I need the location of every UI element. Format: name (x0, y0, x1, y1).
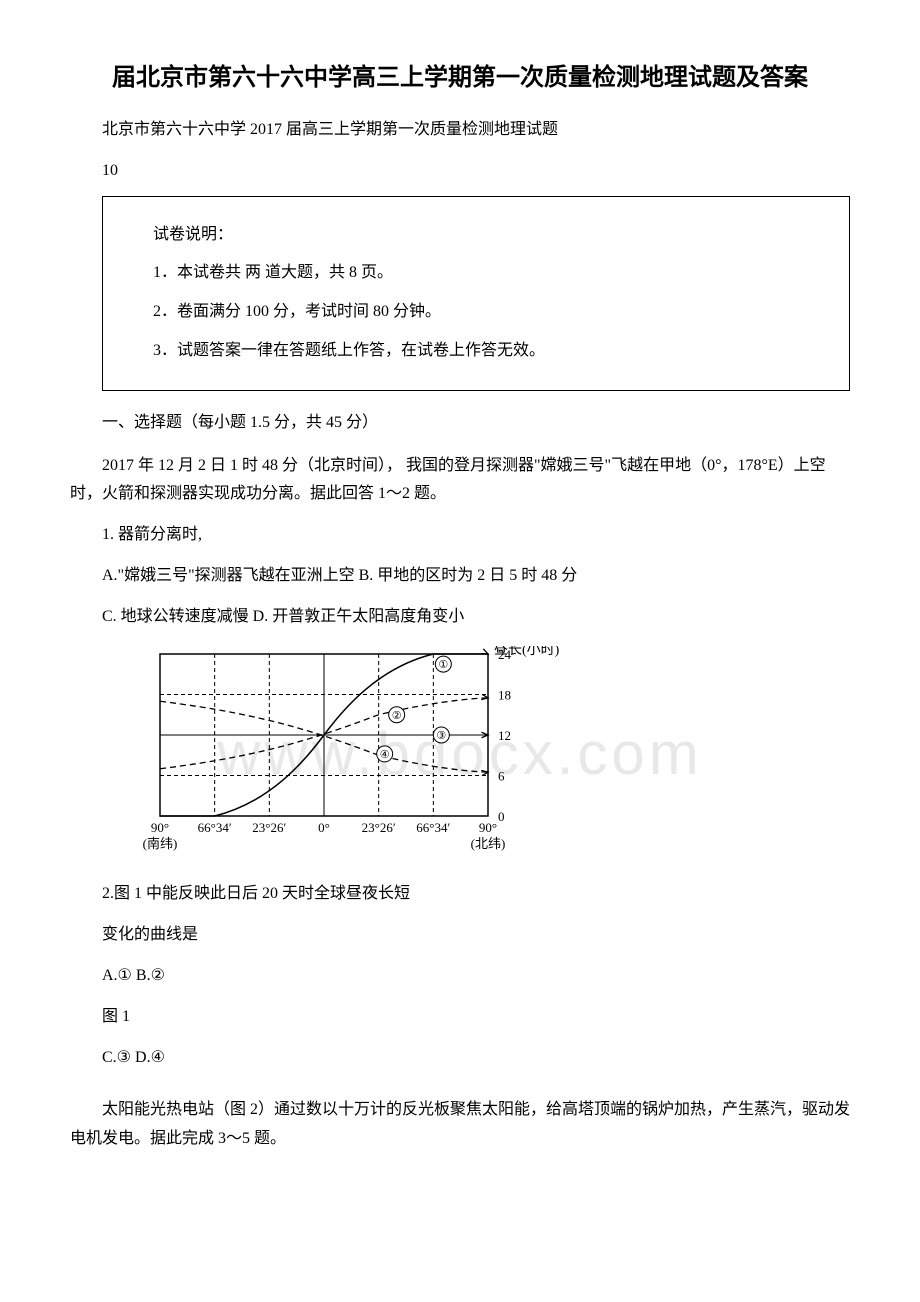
svg-text:①: ① (438, 659, 448, 671)
svg-text:24: 24 (498, 647, 512, 662)
info-line: 3．试题答案一律在答题纸上作答，在试卷上作答无效。 (121, 337, 831, 366)
question-options: C. 地球公转速度减慢 D. 开普敦正午太阳高度角变小 (70, 603, 850, 632)
svg-text:(北纬): (北纬) (471, 836, 506, 851)
svg-text:66°34′: 66°34′ (198, 820, 232, 835)
question-stem: 1. 器箭分离时, (70, 521, 850, 550)
svg-text:0°: 0° (318, 820, 330, 835)
svg-text:23°26′: 23°26′ (362, 820, 396, 835)
question-options: A."嫦娥三号"探测器飞越在亚洲上空 B. 甲地的区时为 2 日 5 时 48 … (70, 562, 850, 591)
svg-text:③: ③ (436, 730, 446, 742)
question-intro: 2017 年 12 月 2 日 1 时 48 分（北京时间）， 我国的登月探测器… (70, 452, 850, 510)
question-intro: 太阳能光热电站（图 2）通过数以十万计的反光板聚焦太阳能，给高塔顶端的锅炉加热，… (70, 1096, 850, 1154)
info-line: 1．本试卷共 两 道大题，共 8 页。 (121, 259, 831, 288)
svg-text:12: 12 (498, 728, 511, 743)
svg-text:④: ④ (380, 748, 390, 760)
figure-1-chart: ①②③④昼长(小时)0612182490°66°34′23°26′0°23°26… (130, 646, 850, 867)
number-line: 10 (70, 157, 850, 186)
figure-label: 图 1 (70, 1003, 850, 1032)
subtitle: 北京市第六十六中学 2017 届高三上学期第一次质量检测地理试题 (70, 116, 850, 145)
question-stem: 变化的曲线是 (70, 921, 850, 950)
svg-text:66°34′: 66°34′ (416, 820, 450, 835)
day-length-chart-svg: ①②③④昼长(小时)0612182490°66°34′23°26′0°23°26… (130, 646, 560, 856)
info-line: 试卷说明： (121, 221, 831, 250)
svg-text:18: 18 (498, 687, 511, 702)
svg-text:23°26′: 23°26′ (252, 820, 286, 835)
svg-text:(南纬): (南纬) (143, 836, 178, 851)
page-title: 届北京市第六十六中学高三上学期第一次质量检测地理试题及答案 (70, 60, 850, 96)
svg-text:90°: 90° (151, 820, 169, 835)
svg-text:90°: 90° (479, 820, 497, 835)
exam-info-box: 试卷说明： 1．本试卷共 两 道大题，共 8 页。 2．卷面满分 100 分，考… (102, 196, 850, 391)
question-options: A.① B.② (70, 962, 850, 991)
info-line: 2．卷面满分 100 分，考试时间 80 分钟。 (121, 298, 831, 327)
svg-text:0: 0 (498, 809, 505, 824)
svg-text:6: 6 (498, 768, 505, 783)
section-heading: 一、选择题（每小题 1.5 分，共 45 分） (70, 409, 850, 438)
question-options: C.③ D.④ (70, 1044, 850, 1073)
document-content: 届北京市第六十六中学高三上学期第一次质量检测地理试题及答案 北京市第六十六中学 … (70, 60, 850, 1154)
question-stem: 2.图 1 中能反映此日后 20 天时全球昼夜长短 (70, 880, 850, 909)
svg-text:②: ② (392, 709, 402, 721)
